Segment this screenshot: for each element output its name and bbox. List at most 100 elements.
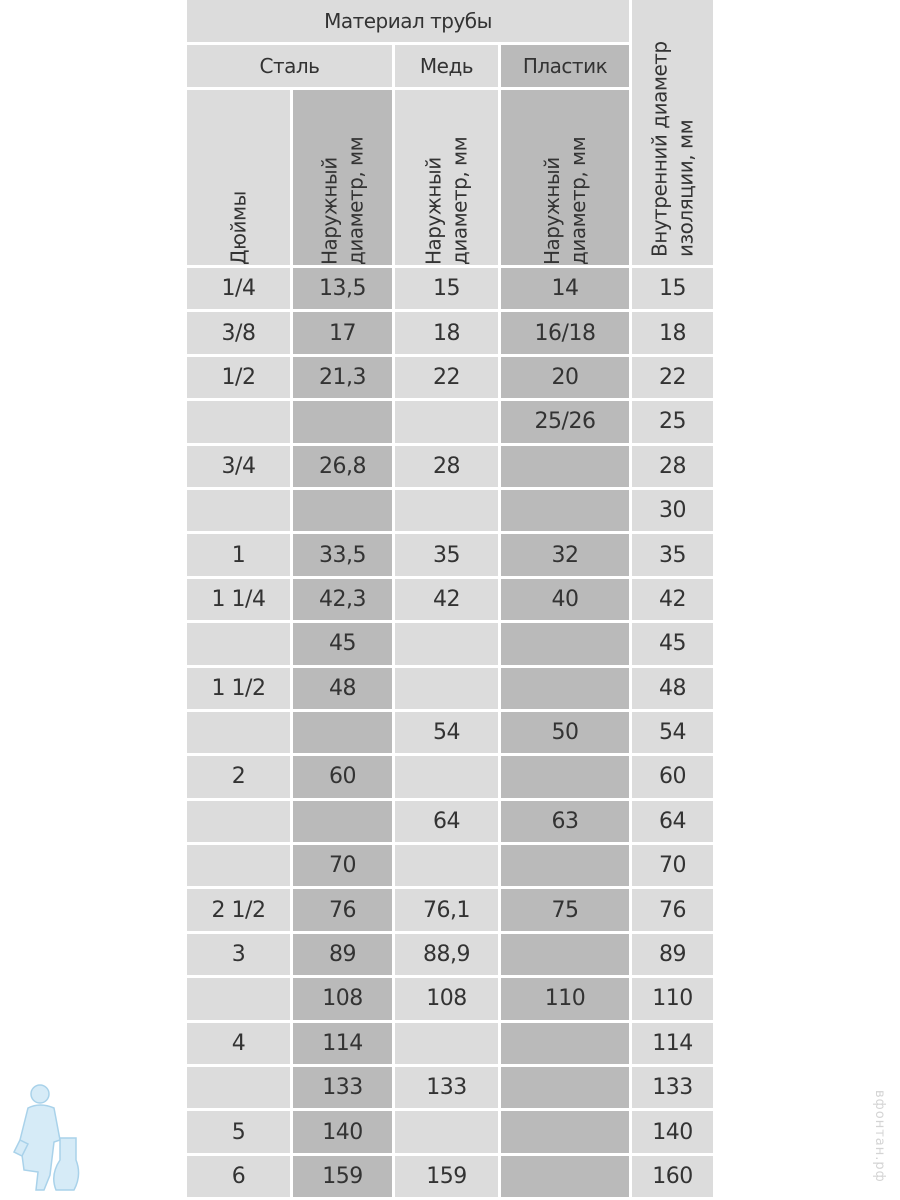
cell-inches: 1 1/4 xyxy=(187,578,290,621)
cell-steel-od: 140 xyxy=(293,1111,392,1153)
cell-inches: 2 1/2 xyxy=(187,889,290,931)
cell-plastic-od xyxy=(501,756,629,798)
cell-copper-od: 54 xyxy=(395,711,498,754)
cell-steel-od: 42,3 xyxy=(293,578,392,621)
cell-insulation-id: 22 xyxy=(632,356,713,399)
cell-inches: 3/4 xyxy=(187,445,290,487)
cell-steel-od: 89 xyxy=(293,933,392,976)
cell-copper-od: 76,1 xyxy=(395,889,498,931)
cell-insulation-id: 133 xyxy=(632,1067,713,1109)
pipe-diameter-table: Материал трубы Внутренний диаметр изоляц… xyxy=(187,0,713,1198)
cell-insulation-id: 28 xyxy=(632,445,713,487)
cell-plastic-od xyxy=(501,1111,629,1153)
cell-steel-od: 17 xyxy=(293,312,392,354)
header-steel-outer-diameter: Наружный диаметр, мм xyxy=(293,90,392,265)
cell-insulation-id: 140 xyxy=(632,1111,713,1153)
cell-inches xyxy=(187,401,290,443)
cell-copper-od: 88,9 xyxy=(395,933,498,976)
cell-steel-od: 60 xyxy=(293,756,392,798)
cell-insulation-id: 48 xyxy=(632,667,713,709)
cell-plastic-od: 110 xyxy=(501,978,629,1020)
cell-copper-od: 15 xyxy=(395,268,498,310)
cell-plastic-od xyxy=(501,1022,629,1065)
cell-plastic-od xyxy=(501,667,629,709)
header-plastic-outer-diameter: Наружный диаметр, мм xyxy=(501,90,629,265)
cell-plastic-od xyxy=(501,1155,629,1198)
cell-steel-od: 76 xyxy=(293,889,392,931)
cell-insulation-id: 110 xyxy=(632,978,713,1020)
cell-copper-od xyxy=(395,845,498,887)
cell-copper-od xyxy=(395,623,498,665)
cell-copper-od: 22 xyxy=(395,356,498,399)
cell-plastic-od: 50 xyxy=(501,711,629,754)
cell-copper-od: 159 xyxy=(395,1155,498,1198)
cell-insulation-id: 89 xyxy=(632,933,713,976)
cell-plastic-od: 32 xyxy=(501,534,629,576)
cell-copper-od: 28 xyxy=(395,445,498,487)
cell-steel-od: 114 xyxy=(293,1022,392,1065)
cell-copper-od xyxy=(395,667,498,709)
cell-inches: 5 xyxy=(187,1111,290,1153)
cell-inches: 3 xyxy=(187,933,290,976)
cell-steel-od: 159 xyxy=(293,1155,392,1198)
cell-copper-od: 42 xyxy=(395,578,498,621)
cell-copper-od xyxy=(395,401,498,443)
header-insulation-inner-diameter: Внутренний диаметр изоляции, мм xyxy=(632,0,713,265)
cell-copper-od: 133 xyxy=(395,1067,498,1109)
cell-steel-od xyxy=(293,800,392,843)
cell-inches: 2 xyxy=(187,756,290,798)
cell-insulation-id: 42 xyxy=(632,578,713,621)
cell-plastic-od: 25/26 xyxy=(501,401,629,443)
cell-insulation-id: 35 xyxy=(632,534,713,576)
cell-steel-od: 26,8 xyxy=(293,445,392,487)
header-inches: Дюймы xyxy=(187,90,290,265)
cell-copper-od: 18 xyxy=(395,312,498,354)
cell-plastic-od xyxy=(501,1067,629,1109)
cell-steel-od: 33,5 xyxy=(293,534,392,576)
cell-inches xyxy=(187,711,290,754)
header-copper-outer-diameter: Наружный диаметр, мм xyxy=(395,90,498,265)
cell-insulation-id: 45 xyxy=(632,623,713,665)
cell-plastic-od: 63 xyxy=(501,800,629,843)
cell-inches xyxy=(187,1067,290,1109)
cell-insulation-id: 30 xyxy=(632,489,713,532)
cell-inches: 1/2 xyxy=(187,356,290,399)
cell-inches xyxy=(187,978,290,1020)
cell-insulation-id: 18 xyxy=(632,312,713,354)
cell-plastic-od xyxy=(501,933,629,976)
cell-insulation-id: 114 xyxy=(632,1022,713,1065)
cell-inches: 3/8 xyxy=(187,312,290,354)
cell-plastic-od xyxy=(501,445,629,487)
cell-inches: 6 xyxy=(187,1155,290,1198)
cell-copper-od xyxy=(395,756,498,798)
cell-plastic-od: 20 xyxy=(501,356,629,399)
header-plastic: Пластик xyxy=(501,45,629,87)
cell-inches xyxy=(187,845,290,887)
cell-steel-od xyxy=(293,711,392,754)
cell-plastic-od xyxy=(501,845,629,887)
cell-inches: 1 1/2 xyxy=(187,667,290,709)
plumber-logo-icon xyxy=(12,1084,80,1191)
cell-steel-od xyxy=(293,401,392,443)
header-steel: Сталь xyxy=(187,45,392,87)
cell-steel-od: 48 xyxy=(293,667,392,709)
cell-plastic-od: 75 xyxy=(501,889,629,931)
cell-steel-od: 70 xyxy=(293,845,392,887)
cell-steel-od: 13,5 xyxy=(293,268,392,310)
cell-copper-od: 64 xyxy=(395,800,498,843)
cell-inches xyxy=(187,489,290,532)
cell-insulation-id: 54 xyxy=(632,711,713,754)
cell-copper-od xyxy=(395,1022,498,1065)
cell-steel-od: 108 xyxy=(293,978,392,1020)
cell-insulation-id: 64 xyxy=(632,800,713,843)
cell-plastic-od: 40 xyxy=(501,578,629,621)
cell-insulation-id: 25 xyxy=(632,401,713,443)
watermark: вфонтан.рф xyxy=(872,1090,887,1183)
cell-steel-od xyxy=(293,489,392,532)
cell-steel-od: 133 xyxy=(293,1067,392,1109)
cell-insulation-id: 160 xyxy=(632,1155,713,1198)
cell-plastic-od: 16/18 xyxy=(501,312,629,354)
cell-steel-od: 21,3 xyxy=(293,356,392,399)
header-material: Материал трубы xyxy=(187,0,629,42)
cell-steel-od: 45 xyxy=(293,623,392,665)
